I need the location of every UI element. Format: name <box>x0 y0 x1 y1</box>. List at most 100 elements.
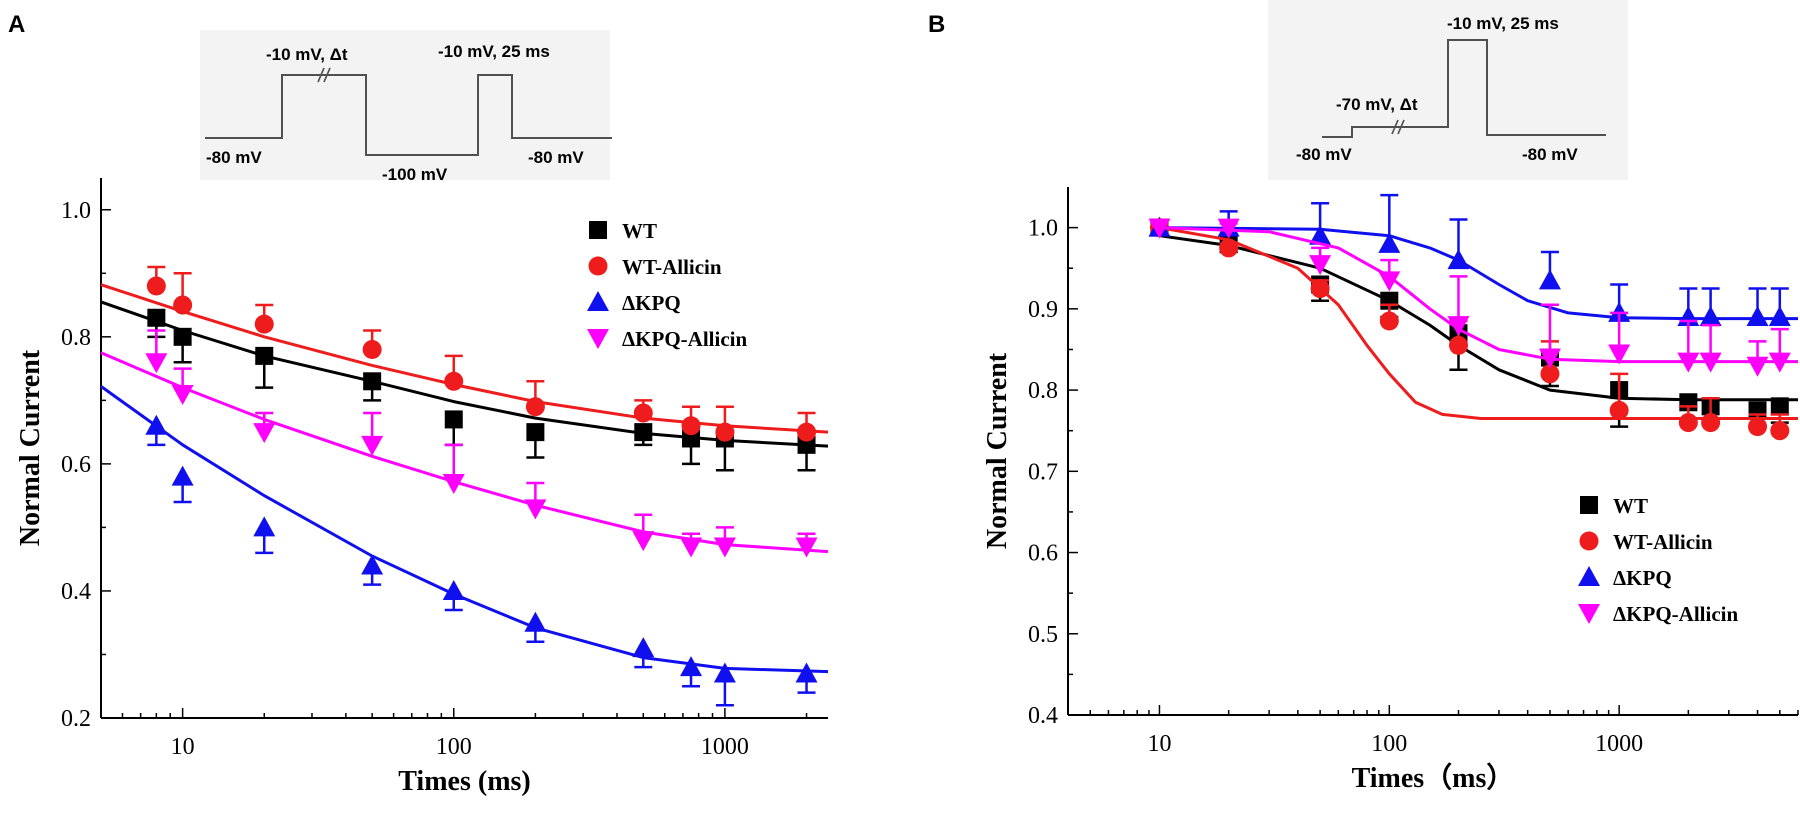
x-tick-label: 100 <box>1371 731 1407 757</box>
protocol-a-break-mark <box>317 67 331 83</box>
data-point <box>442 473 465 494</box>
data-point <box>1768 305 1791 326</box>
y-axis-title: Normal Current <box>982 352 1013 549</box>
y-tick-label: 1.0 <box>61 198 91 224</box>
data-point <box>713 537 736 558</box>
data-point <box>797 422 817 442</box>
legend-label-dkpq-allicin: ΔKPQ-Allicin <box>1613 602 1738 626</box>
protocol-a-step1-label: -10 mV, Δt <box>266 45 348 64</box>
data-point <box>255 346 274 365</box>
data-point <box>715 422 735 442</box>
data-point <box>1538 269 1561 290</box>
protocol-b-test-label: -10 mV, 25 ms <box>1447 14 1559 33</box>
protocol-b-step1-label: -70 mV, Δt <box>1336 95 1418 114</box>
protocol-b-end-label: -80 mV <box>1522 145 1578 164</box>
data-point <box>146 276 166 296</box>
data-point <box>1378 271 1401 292</box>
data-point <box>1768 352 1791 373</box>
y-tick-label: 0.2 <box>61 706 91 732</box>
data-point <box>1540 364 1560 384</box>
data-point <box>680 537 703 558</box>
protocol-a-hold-label: -80 mV <box>206 148 262 167</box>
data-point <box>253 516 276 537</box>
data-point <box>173 327 192 346</box>
data-point <box>1219 238 1239 258</box>
data-point <box>633 403 653 423</box>
protocol-b-waveform <box>1322 39 1606 138</box>
protocol-b-hold-label: -80 mV <box>1296 145 1352 164</box>
data-point <box>1378 232 1401 253</box>
y-tick-label: 0.6 <box>1028 541 1058 567</box>
legend: WT WT-Allicin ΔKPQ ΔKPQ-Allicin <box>1578 494 1738 626</box>
fit-curve-dkpq-allicin <box>100 351 829 554</box>
y-tick-label: 0.5 <box>1028 622 1058 648</box>
data-point <box>680 656 703 677</box>
protocol-inset-b: -10 mV, 25 ms -70 mV, Δt -80 mV -80 mV <box>1268 0 1628 180</box>
chart-b: 10 100 1000 0.4 0.5 0.6 0.7 0.8 0.9 1.0 Times（ms） N… <box>982 187 1799 794</box>
data-point <box>1609 400 1629 420</box>
data-point <box>1538 348 1561 369</box>
data-point <box>795 662 818 683</box>
data-point <box>363 372 382 391</box>
data-point <box>795 537 818 558</box>
data-point <box>524 611 547 632</box>
data-point <box>1770 397 1789 416</box>
data-point <box>1309 224 1332 245</box>
legend-marker-wt-allicin <box>1579 531 1599 551</box>
data-point <box>361 435 384 456</box>
data-point <box>632 637 655 658</box>
data-point <box>147 308 166 327</box>
x-tick-label: 1000 <box>701 734 749 760</box>
x-tick-label: 100 <box>436 734 472 760</box>
protocol-a-test-label: -10 mV, 25 ms <box>438 42 550 61</box>
data-point <box>362 340 382 360</box>
chart-a: 10 100 1000 0.2 0.4 0.6 0.8 1.0 Times (ms) Normal… <box>15 178 829 797</box>
data-point <box>1678 413 1698 433</box>
data-point <box>524 499 547 520</box>
protocol-a-end-label: -80 mV <box>528 148 584 167</box>
data-point <box>681 416 701 436</box>
legend-label-dkpq: ΔKPQ <box>1613 566 1672 590</box>
legend-marker-dkpq-allicin <box>1578 604 1600 624</box>
data-point <box>525 397 545 417</box>
data-point <box>526 423 545 442</box>
data-point <box>253 423 276 444</box>
data-point <box>1448 335 1468 355</box>
x-tick-label: 10 <box>171 734 195 760</box>
protocol-a-recovery-label: -100 mV <box>382 165 448 184</box>
panel-label-a: A <box>8 11 25 38</box>
legend-label-wt-allicin: WT-Allicin <box>1613 530 1713 554</box>
x-axis-title: Times（ms） <box>1352 761 1515 794</box>
data-point <box>1770 421 1790 441</box>
legend-marker-dkpq <box>587 291 609 311</box>
data-point <box>173 295 193 315</box>
data-point <box>145 414 168 435</box>
y-tick-label: 0.8 <box>1028 378 1058 404</box>
data-point <box>254 314 274 334</box>
fit-curve-wt-allicin <box>1159 226 1798 420</box>
x-axis-title: Times (ms) <box>398 766 530 797</box>
series-wt-allicin <box>100 265 829 442</box>
data-point <box>1746 356 1769 377</box>
data-point <box>713 662 736 683</box>
data-point <box>1748 417 1768 437</box>
y-tick-label: 0.4 <box>61 579 91 605</box>
series-dkpq-allicin <box>100 329 829 558</box>
legend-marker-wt-allicin <box>588 256 608 276</box>
series-dkpq <box>100 385 829 707</box>
data-point <box>1701 413 1721 433</box>
data-point <box>1746 305 1769 326</box>
fit-curve-dkpq <box>1159 226 1798 321</box>
legend-label-dkpq-allicin: ΔKPQ-Allicin <box>622 327 747 351</box>
series-dkpq-allicin <box>1148 218 1798 377</box>
data-point <box>634 423 653 442</box>
data-point <box>444 371 464 391</box>
data-point <box>1309 255 1332 276</box>
data-point <box>361 554 384 575</box>
y-tick-label: 0.6 <box>61 452 91 478</box>
data-point <box>1677 352 1700 373</box>
data-point <box>1699 352 1722 373</box>
data-point <box>1699 305 1722 326</box>
y-tick-label: 0.9 <box>1028 297 1058 323</box>
